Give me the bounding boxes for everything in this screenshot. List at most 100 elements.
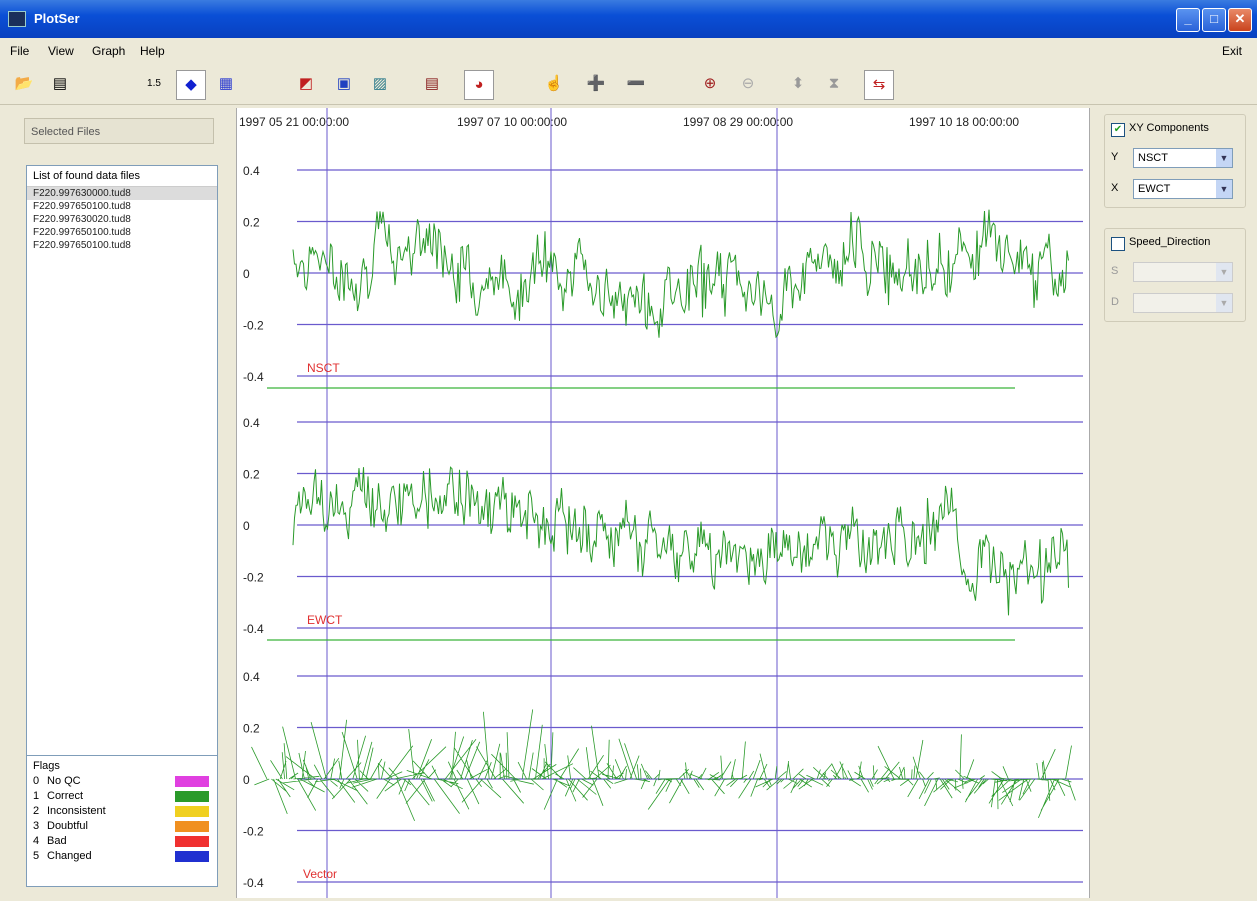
file-list-header: List of found data files	[27, 166, 217, 187]
chevron-down-icon[interactable]: ▼	[1216, 263, 1232, 281]
menu-help[interactable]: Help	[140, 44, 165, 58]
left-panel: Selected Files List of found data files …	[16, 110, 222, 890]
reset-icon[interactable]: ⇆	[864, 70, 894, 100]
date-label: 1997 08 29 00:00:00	[683, 115, 793, 129]
open-folder-icon[interactable]: 📂	[14, 75, 34, 92]
y-tick-label: -0.2	[243, 571, 264, 585]
d-label: D	[1111, 296, 1119, 308]
file-icon[interactable]: ▤	[52, 75, 68, 92]
menu-file[interactable]: File	[10, 44, 30, 58]
y-tick-label: -0.4	[243, 622, 264, 636]
flag-label: Bad	[47, 835, 67, 847]
flag-label: Correct	[47, 790, 84, 802]
file-item[interactable]: F220.997650100.tud8	[33, 201, 131, 212]
chevron-down-icon[interactable]: ▼	[1216, 180, 1232, 198]
y-tick-label: 0.4	[243, 416, 260, 430]
flag-color-swatch	[175, 776, 209, 787]
flag-label: Inconsistent	[47, 805, 106, 817]
fit-icon[interactable]: ⧗	[828, 75, 840, 92]
window-title: PlotSer	[34, 11, 80, 26]
flag-color-swatch	[175, 851, 209, 862]
diamond-icon[interactable]: ◆	[176, 70, 206, 100]
image-icon[interactable]: ▨	[372, 75, 388, 92]
file-list[interactable]: List of found data files F220.997630000.…	[26, 165, 218, 845]
series-label: EWCT	[307, 613, 343, 627]
flag-row: 0 No QC	[27, 774, 217, 789]
y-select[interactable]: NSCT ▼	[1133, 148, 1233, 168]
y-tick-label: -0.4	[243, 370, 264, 384]
d-select[interactable]: ▼	[1133, 293, 1233, 313]
grid-icon[interactable]: ▦	[218, 75, 234, 92]
close-button[interactable]: ✕	[1228, 8, 1252, 32]
xy-components-group: ✔ XY Components Y NSCT ▼ X EWCT ▼	[1104, 114, 1246, 208]
selected-files-tab[interactable]: Selected Files	[24, 118, 214, 144]
menu-graph[interactable]: Graph	[92, 44, 126, 58]
menu-exit[interactable]: Exit	[1222, 44, 1243, 58]
app-icon	[8, 11, 26, 27]
move-icon[interactable]: ⬍	[791, 75, 805, 92]
file-item[interactable]: F220.997650100.tud8	[33, 227, 131, 238]
chevron-down-icon[interactable]: ▼	[1216, 294, 1232, 312]
plot-canvas[interactable]: 1997 05 21 00:00:00 1997 07 10 00:00:00 19…	[237, 108, 1089, 898]
y-tick-label: 0.2	[243, 216, 260, 230]
speed-direction-label: Speed_Direction	[1129, 236, 1211, 248]
remove-icon[interactable]: ➖	[626, 75, 646, 92]
menu-view[interactable]: View	[48, 44, 74, 58]
minimize-button[interactable]: _	[1176, 8, 1200, 32]
flag-label: No QC	[47, 775, 81, 787]
color-icon[interactable]: ◕	[464, 70, 494, 100]
file-item[interactable]: F220.997650100.tud8	[33, 240, 131, 251]
right-panel: ✔ XY Components Y NSCT ▼ X EWCT ▼ Speed_Di…	[1094, 108, 1250, 898]
xy-components-checkbox[interactable]: ✔	[1111, 123, 1125, 137]
series-label: Vector	[303, 867, 337, 881]
speed-direction-group: Speed_Direction S ▼ D ▼	[1104, 228, 1246, 322]
toolbar: 📂 ▤ 1.5 ◆ ▦ ◩ ▣ ▨ ▤ ◕ ☝ ➕ ➖ ⊕ ⊖ ⬍ ⧗ ⇆	[0, 64, 1257, 105]
date-label: 1997 10 18 00:00:00	[909, 115, 1019, 129]
data-series-line	[292, 466, 1069, 616]
table-icon[interactable]: 1.5	[147, 78, 161, 89]
flag-code: 3	[33, 820, 40, 832]
y-tick-label: -0.2	[243, 825, 264, 839]
y-tick-label: 0.4	[243, 164, 260, 178]
file-item[interactable]: F220.997630020.tud8	[33, 214, 131, 225]
x-select[interactable]: EWCT ▼	[1133, 179, 1233, 199]
flag-code: 1	[33, 790, 40, 802]
flag-label: Changed	[47, 850, 92, 862]
s-select[interactable]: ▼	[1133, 262, 1233, 282]
zoom-out-icon[interactable]: ⊖	[741, 75, 755, 92]
x-label: X	[1111, 182, 1119, 194]
chevron-down-icon[interactable]: ▼	[1216, 149, 1232, 167]
add-icon[interactable]: ➕	[586, 75, 606, 92]
y-tick-label: 0.4	[243, 670, 260, 684]
y-tick-label: 0.2	[243, 468, 260, 482]
plot-area[interactable]: 1997 05 21 00:00:00 1997 07 10 00:00:00 19…	[236, 108, 1090, 898]
s-label: S	[1111, 265, 1119, 277]
flags-legend: Flags 0 No QC 1 Correct 2 Inconsistent 3 Doubtf…	[26, 755, 218, 887]
zoom-in-icon[interactable]: ⊕	[703, 75, 717, 92]
flag-row: 1 Correct	[27, 789, 217, 804]
flags-title: Flags	[33, 760, 60, 772]
flag-row: 3 Doubtful	[27, 819, 217, 834]
vector-sticks	[251, 709, 1076, 822]
flag-color-swatch	[175, 836, 209, 847]
y-tick-label: -0.2	[243, 319, 264, 333]
y-tick-label: 0	[243, 519, 250, 533]
chart-icon[interactable]: ◩	[298, 75, 314, 92]
stats-icon[interactable]: ▤	[424, 75, 440, 92]
date-label: 1997 07 10 00:00:00	[457, 115, 567, 129]
y-tick-label: 0	[243, 773, 250, 787]
cursor-icon[interactable]: ☝	[544, 75, 564, 92]
flag-color-swatch	[175, 806, 209, 817]
file-item[interactable]: F220.997630000.tud8	[27, 187, 217, 200]
menu-bar: File View Graph Help Exit	[0, 38, 1257, 64]
flag-color-swatch	[175, 821, 209, 832]
speed-direction-checkbox[interactable]	[1111, 237, 1125, 251]
y-tick-label: 0	[243, 267, 250, 281]
maximize-button[interactable]: □	[1202, 8, 1226, 32]
legend-icon[interactable]: ▣	[336, 75, 352, 92]
y-label: Y	[1111, 151, 1119, 163]
flag-code: 5	[33, 850, 40, 862]
y-tick-label: -0.4	[243, 876, 264, 890]
flag-color-swatch	[175, 791, 209, 802]
series-label: NSCT	[307, 361, 340, 375]
